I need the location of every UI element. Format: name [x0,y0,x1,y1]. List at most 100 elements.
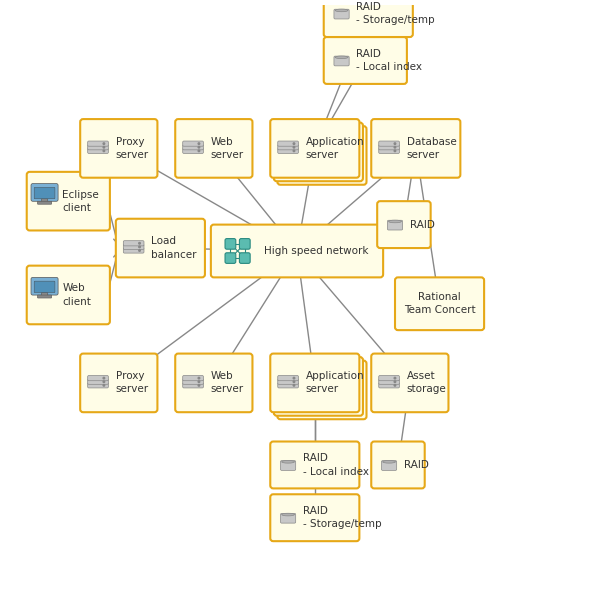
FancyBboxPatch shape [381,460,397,470]
Text: Database
server: Database server [407,137,457,160]
Circle shape [103,150,105,152]
FancyBboxPatch shape [324,37,407,84]
FancyBboxPatch shape [371,353,448,412]
Text: High speed network: High speed network [264,246,369,256]
FancyBboxPatch shape [183,145,203,150]
FancyBboxPatch shape [27,172,110,230]
Text: Application
server: Application server [306,371,365,394]
FancyBboxPatch shape [225,253,236,264]
FancyBboxPatch shape [37,295,52,298]
Ellipse shape [282,513,295,516]
FancyBboxPatch shape [116,219,205,277]
Text: RAID
- Local index: RAID - Local index [356,49,422,72]
FancyBboxPatch shape [124,248,144,253]
FancyBboxPatch shape [88,145,108,150]
FancyBboxPatch shape [27,265,110,324]
FancyBboxPatch shape [371,119,460,178]
FancyBboxPatch shape [278,379,298,384]
Circle shape [198,385,200,386]
Circle shape [293,143,295,144]
FancyBboxPatch shape [183,141,203,146]
Circle shape [139,246,140,248]
Text: Web
client: Web client [62,283,91,307]
Circle shape [394,147,396,148]
FancyBboxPatch shape [280,460,296,470]
FancyBboxPatch shape [124,244,144,249]
FancyBboxPatch shape [278,148,298,154]
FancyBboxPatch shape [88,141,108,146]
FancyBboxPatch shape [280,514,296,523]
Circle shape [394,143,396,144]
FancyBboxPatch shape [334,56,349,66]
FancyBboxPatch shape [334,9,349,19]
FancyBboxPatch shape [225,239,236,249]
FancyBboxPatch shape [395,277,484,330]
FancyBboxPatch shape [379,141,399,146]
FancyBboxPatch shape [175,119,252,178]
FancyBboxPatch shape [270,494,359,541]
FancyBboxPatch shape [80,119,157,178]
Circle shape [198,377,200,379]
FancyBboxPatch shape [377,201,431,248]
Circle shape [103,377,105,379]
Text: Load
balancer: Load balancer [151,236,197,259]
FancyBboxPatch shape [277,126,366,185]
FancyBboxPatch shape [34,281,55,293]
FancyBboxPatch shape [88,379,108,384]
FancyBboxPatch shape [270,353,359,412]
FancyBboxPatch shape [183,379,203,384]
FancyBboxPatch shape [211,225,383,277]
FancyBboxPatch shape [277,361,366,419]
Circle shape [394,385,396,386]
Text: Eclipse
client: Eclipse client [62,190,99,213]
Text: RAID
- Local index: RAID - Local index [303,453,369,476]
FancyBboxPatch shape [270,441,359,488]
FancyBboxPatch shape [324,0,413,37]
Circle shape [394,150,396,152]
Circle shape [198,143,200,144]
FancyBboxPatch shape [88,375,108,381]
Circle shape [139,250,140,251]
FancyBboxPatch shape [37,202,52,204]
FancyBboxPatch shape [278,145,298,150]
Text: Application
server: Application server [306,137,365,160]
FancyBboxPatch shape [274,122,363,181]
Circle shape [103,381,105,382]
Circle shape [293,150,295,152]
Circle shape [293,381,295,382]
FancyBboxPatch shape [278,375,298,381]
FancyBboxPatch shape [175,353,252,412]
Circle shape [139,242,140,244]
Circle shape [103,147,105,148]
Text: RAID: RAID [404,460,429,470]
Text: Asset
storage: Asset storage [407,371,447,394]
Circle shape [103,143,105,144]
Text: RAID
- Storage/temp: RAID - Storage/temp [356,2,435,25]
FancyBboxPatch shape [42,199,48,203]
Ellipse shape [335,56,348,59]
FancyBboxPatch shape [379,148,399,154]
FancyBboxPatch shape [387,220,403,230]
FancyBboxPatch shape [379,383,399,388]
FancyBboxPatch shape [379,375,399,381]
FancyBboxPatch shape [88,148,108,154]
FancyBboxPatch shape [31,184,58,202]
FancyBboxPatch shape [278,141,298,146]
FancyBboxPatch shape [379,379,399,384]
Circle shape [293,377,295,379]
Ellipse shape [282,460,295,463]
Ellipse shape [388,220,402,223]
Circle shape [394,377,396,379]
FancyBboxPatch shape [124,241,144,246]
FancyBboxPatch shape [278,383,298,388]
Circle shape [103,385,105,386]
FancyBboxPatch shape [379,145,399,150]
FancyBboxPatch shape [371,441,425,488]
Text: RAID
- Storage/temp: RAID - Storage/temp [303,506,381,530]
Text: RAID: RAID [410,220,435,230]
FancyBboxPatch shape [183,375,203,381]
FancyBboxPatch shape [80,353,157,412]
FancyBboxPatch shape [34,187,55,199]
Circle shape [394,381,396,382]
FancyBboxPatch shape [88,383,108,388]
